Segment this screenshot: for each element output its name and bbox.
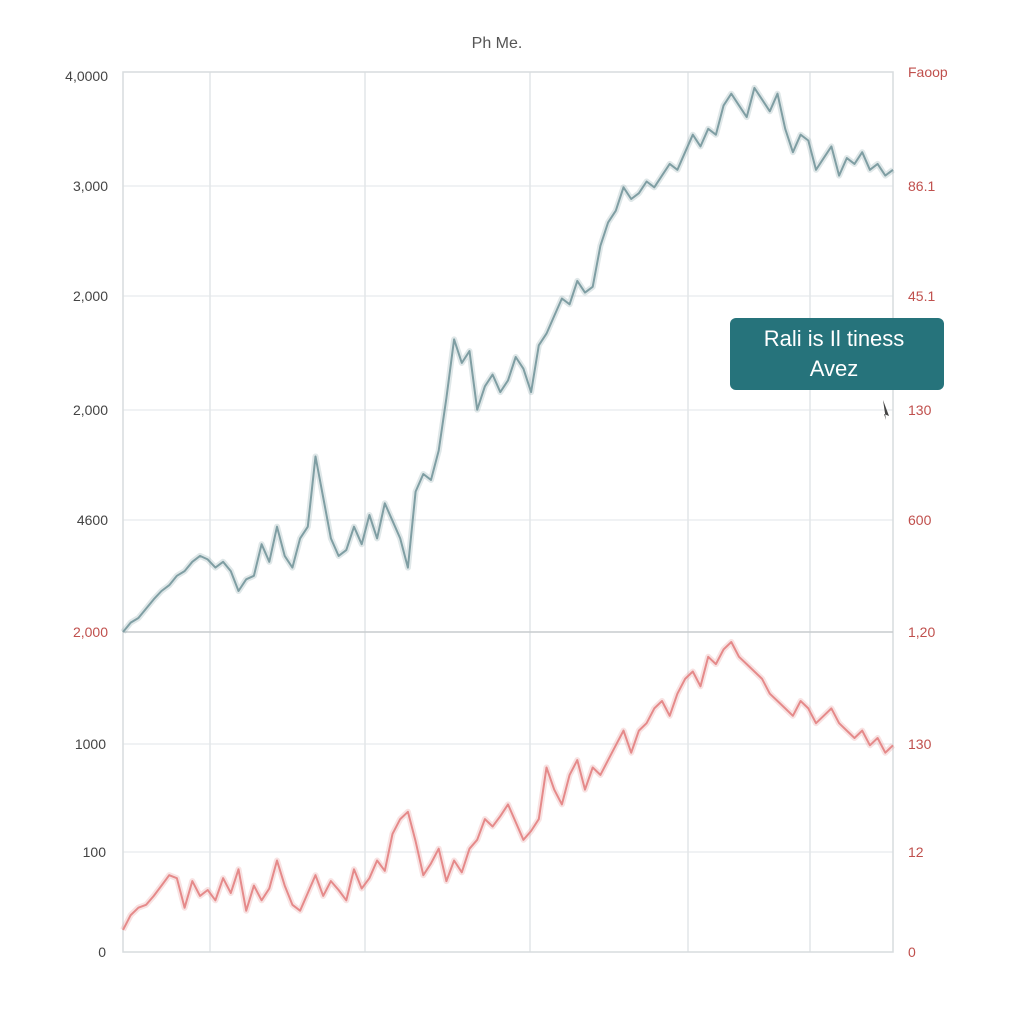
left-tick-upper-4: 4600 xyxy=(77,512,108,528)
grid xyxy=(123,72,893,952)
right-axis-ticks: Faoop 86.1 45.1 130 600 1,20 130 12 0 xyxy=(908,64,948,960)
left-axis-upper-ticks: 4,0000 3,000 2,000 2,000 4600 2,000 xyxy=(65,68,108,640)
right-tick-8: 0 xyxy=(908,944,916,960)
right-tick-0: Faoop xyxy=(908,64,948,80)
plot-frame xyxy=(122,71,894,953)
left-tick-upper-5: 2,000 xyxy=(73,624,108,640)
chart-title: Ph Me. xyxy=(472,35,523,52)
right-tick-7: 12 xyxy=(908,844,924,860)
right-tick-1: 86.1 xyxy=(908,178,935,194)
callout-box xyxy=(730,318,944,390)
callout: Rali is Il tiness Avez xyxy=(730,318,944,390)
right-tick-3: 130 xyxy=(908,402,932,418)
lower-series-group xyxy=(120,639,896,932)
upper-series-line xyxy=(122,86,894,633)
cursor-icon xyxy=(883,400,889,420)
right-tick-5: 1,20 xyxy=(908,624,935,640)
left-tick-upper-2: 2,000 xyxy=(73,288,108,304)
left-tick-upper-1: 3,000 xyxy=(73,178,108,194)
callout-line-2: Avez xyxy=(810,356,859,381)
left-tick-upper-3: 2,000 xyxy=(73,402,108,418)
left-tick-lower-0: 1000 xyxy=(75,736,106,752)
left-tick-lower-2: 0 xyxy=(98,944,106,960)
left-tick-upper-0: 4,0000 xyxy=(65,68,108,84)
right-tick-6: 130 xyxy=(908,736,932,752)
lower-series-line xyxy=(122,641,894,931)
right-tick-4: 600 xyxy=(908,512,932,528)
lower-series-line-glow xyxy=(120,639,896,932)
callout-line-1: Rali is Il tiness xyxy=(764,326,905,351)
left-tick-lower-1: 100 xyxy=(83,844,107,860)
upper-series-group xyxy=(120,84,895,634)
right-tick-2: 45.1 xyxy=(908,288,935,304)
